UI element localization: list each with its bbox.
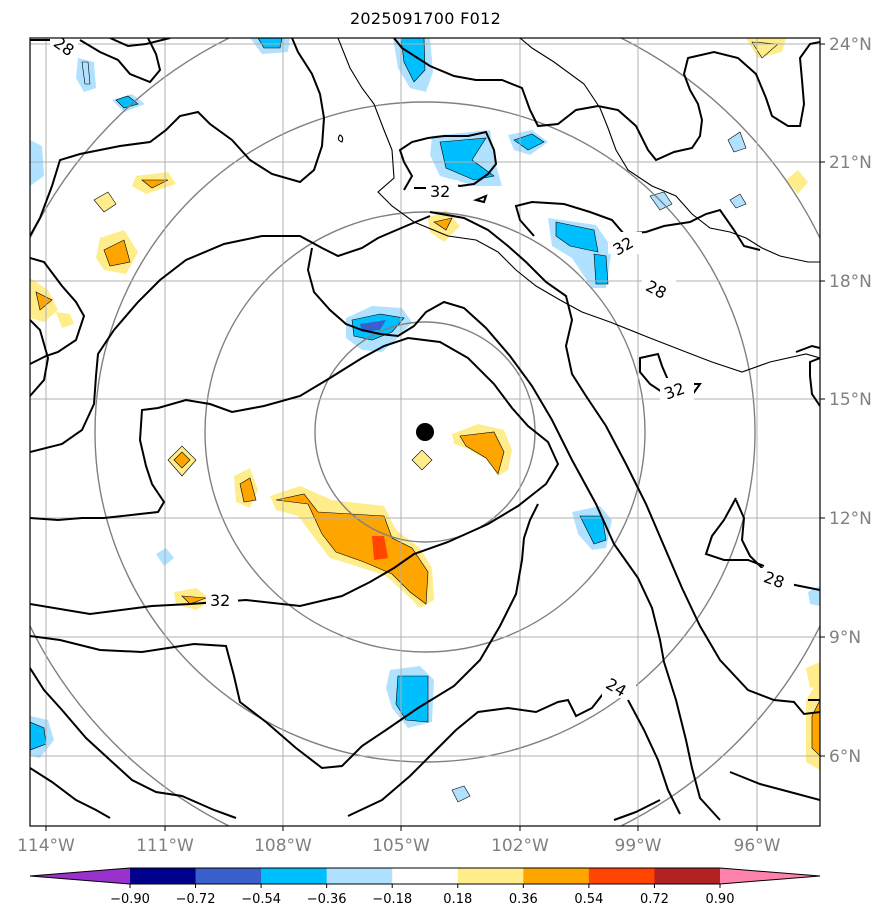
lat-label: 21°N	[829, 153, 872, 173]
colorbar-tick-label: 0.72	[640, 892, 669, 907]
longitude-labels: 114°W 111°W 108°W 105°W 102°W 99°W 96°W	[17, 836, 781, 856]
lat-label: 15°N	[829, 390, 872, 410]
colorbar-tick-label: 0.90	[706, 892, 735, 907]
axis-ticks	[45, 43, 825, 831]
colorbar-tick-label: −0.36	[307, 892, 347, 907]
colorbar-segment	[130, 868, 197, 884]
lon-label: 99°W	[615, 836, 662, 856]
lon-label: 96°W	[734, 836, 781, 856]
colorbar-tick-label: 0.54	[574, 892, 603, 907]
coastlines	[337, 38, 820, 373]
colorbar-extension-high	[720, 868, 820, 884]
colorbar: −0.90 −0.72 −0.54 −0.36 −0.18 0.18 0.36 0.54 0.7…	[29, 867, 821, 907]
map-frame	[29, 37, 821, 827]
colorbar-tick-label: −0.18	[372, 892, 412, 907]
colorbar-extension-low	[30, 868, 130, 884]
gridlines	[30, 38, 820, 826]
lat-label: 9°N	[829, 628, 861, 648]
colorbar-tick-label: 0.18	[443, 892, 472, 907]
colorbar-segment	[326, 868, 393, 884]
storm-center-marker	[416, 423, 434, 441]
latitude-labels: 24°N 21°N 18°N 15°N 12°N 9°N 6°N	[829, 35, 872, 767]
colorbar-segment	[588, 868, 655, 884]
lat-label: 6°N	[829, 747, 861, 767]
lat-label: 12°N	[829, 509, 872, 529]
colorbar-tick-label: 0.36	[509, 892, 538, 907]
colorbar-segment	[195, 868, 262, 884]
lat-label: 24°N	[829, 35, 872, 55]
lon-label: 111°W	[136, 836, 194, 856]
colorbar-segment	[261, 868, 328, 884]
contour-label: 32	[430, 182, 450, 201]
lon-label: 108°W	[254, 836, 312, 856]
lat-label: 18°N	[829, 272, 872, 292]
lon-label: 105°W	[372, 836, 430, 856]
contour-label: 32	[210, 591, 230, 610]
colorbar-tick-label: −0.90	[110, 892, 150, 907]
colorbar-tick-label: −0.54	[241, 892, 281, 907]
colorbar-tick-label: −0.72	[176, 892, 216, 907]
colorbar-segment	[457, 868, 524, 884]
colorbar-segment	[523, 868, 590, 884]
lon-label: 114°W	[17, 836, 75, 856]
colorbar-segment	[392, 868, 459, 884]
lon-label: 102°W	[491, 836, 549, 856]
contour-label-group: 28 32 32 28 32 32 28 24	[50, 38, 794, 701]
colorbar-segment	[654, 868, 721, 884]
shaded-fields	[30, 38, 820, 803]
map-title: 2025091700 F012	[349, 9, 502, 28]
map-area: 28 32 32 28 32 32 28 24	[30, 38, 820, 826]
